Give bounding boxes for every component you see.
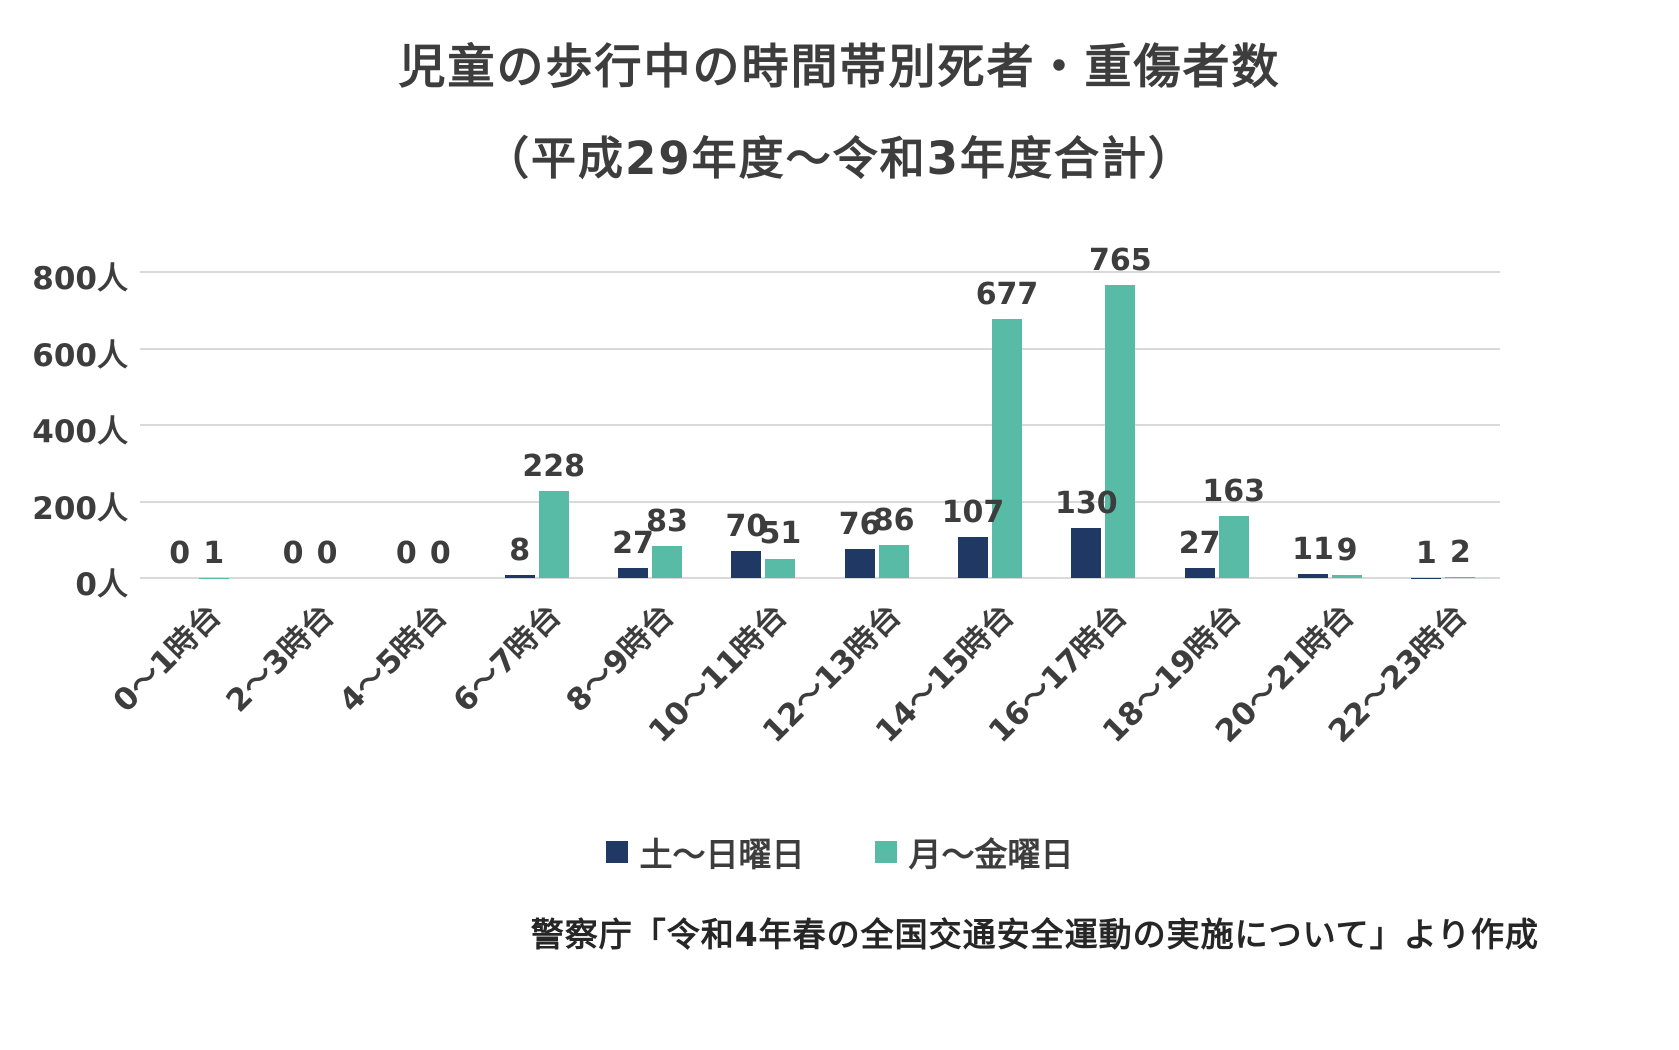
bar-mon-fri: [1105, 285, 1136, 578]
y-axis-label: 200人: [32, 490, 128, 527]
bar-value-label: 0: [429, 536, 451, 571]
bar-value-label: 1: [203, 535, 225, 571]
legend-label-sat-sun: 土～日曜日: [639, 835, 805, 874]
bar-value-label: 0: [395, 536, 417, 571]
legend-item-sat-sun: 土～日曜日: [605, 828, 805, 876]
bar-mon-fri: [1445, 577, 1476, 578]
legend: 土～日曜日 月～金曜日: [0, 828, 1679, 876]
bar-value-label: 83: [646, 504, 688, 540]
bar-mon-fri: [765, 558, 796, 578]
y-axis-label: 600人: [32, 337, 128, 374]
y-axis-label: 0人: [75, 567, 128, 603]
y-axis-label: 400人: [32, 414, 128, 450]
bar-value-label: 677: [975, 277, 1039, 313]
legend-item-mon-fri: 月～金曜日: [874, 828, 1074, 876]
bar-value-label: 27: [612, 525, 654, 561]
bar-value-label: 70: [725, 509, 768, 545]
bar-value-label: 9: [1336, 532, 1358, 568]
source-note: 警察庁「令和4年春の全国交通安全運動の実施について」より作成: [530, 915, 1539, 954]
gridline: [140, 500, 1500, 503]
legend-label-mon-fri: 月～金曜日: [908, 835, 1074, 874]
gridline: [140, 271, 1500, 273]
bar-sat-sun: [504, 574, 535, 578]
bar-value-label: 765: [1089, 243, 1152, 279]
legend-swatch-sat-sun: [605, 841, 628, 863]
chart-subtitle: （平成29年度～令和3年度合計）: [484, 132, 1195, 185]
bar-value-label: 8: [509, 532, 531, 568]
bar-sat-sun: [618, 567, 648, 578]
bar-sat-sun: [844, 548, 875, 578]
x-axis-label: 0～1時台: [106, 597, 228, 720]
bar-sat-sun: [1184, 567, 1215, 578]
legend-swatch-mon-fri: [874, 841, 897, 863]
bar-mon-fri: [1218, 515, 1249, 578]
gridline: [140, 424, 1500, 426]
chart-title: 児童の歩行中の時間帯別死者・重傷者数: [398, 40, 1281, 95]
bar-sat-sun: [958, 537, 988, 578]
plot-area: 0 1 0 0 0 0 8 228 27 83 70 51 76 86 107 677 130 765 27 163 1…: [140, 243, 1500, 579]
bar-value-label: 0: [316, 536, 338, 571]
bar-value-label: 2: [1449, 535, 1471, 571]
bar-value-label: 27: [1178, 525, 1221, 561]
bar-sat-sun: [731, 551, 762, 578]
bar-value-label: 51: [759, 516, 802, 552]
gridline: [140, 347, 1500, 350]
bar-value-label: 86: [872, 503, 915, 539]
bar-value-label: 0: [169, 536, 191, 571]
bar-sat-sun: [1071, 528, 1102, 578]
bar-value-label: 0: [282, 536, 304, 571]
y-axis-label: 800人: [32, 261, 128, 297]
bar-value-label: 228: [522, 448, 585, 484]
bar-mon-fri: [652, 546, 682, 578]
bar-value-label: 107: [941, 495, 1005, 531]
bar-value-label: 1: [1415, 535, 1437, 571]
bar-mon-fri: [992, 319, 1022, 578]
bar-value-label: 11: [1292, 531, 1334, 567]
bar-value-label: 163: [1202, 473, 1265, 509]
bar-value-label: 130: [1055, 486, 1118, 522]
bar-mon-fri: [538, 490, 569, 578]
bar-mon-fri: [1332, 574, 1362, 578]
bar-mon-fri: [878, 545, 909, 578]
gridline: [140, 577, 1500, 579]
bar-sat-sun: [1298, 573, 1328, 578]
bar-value-label: 76: [838, 506, 881, 542]
